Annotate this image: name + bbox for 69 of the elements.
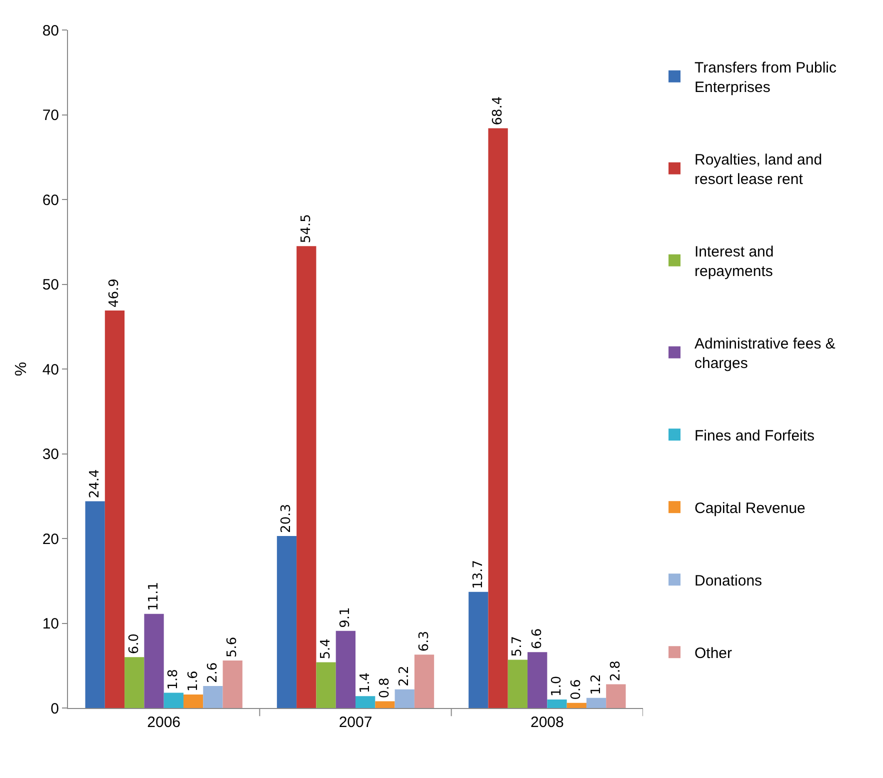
legend-label: Administrative fees & charges <box>694 335 836 372</box>
bar <box>547 700 567 708</box>
legend-label: Other <box>694 644 732 662</box>
data-label: 1.6 <box>186 670 201 692</box>
bar <box>164 692 184 708</box>
x-tick-label: 2008 <box>530 714 564 731</box>
y-tick-label: 10 <box>42 616 59 632</box>
bar <box>488 128 508 708</box>
y-tick-label: 50 <box>42 276 59 294</box>
y-tick-label: 20 <box>42 530 59 548</box>
data-label: 5.6 <box>225 636 240 658</box>
x-tick-label: 2007 <box>338 714 372 731</box>
bar <box>203 686 223 708</box>
data-label: 0.6 <box>569 679 584 700</box>
legend-label: Fines and Forfeits <box>694 427 815 444</box>
bar <box>356 696 376 708</box>
data-label: 1.4 <box>358 672 373 694</box>
data-label: 20.3 <box>279 504 294 533</box>
bar <box>375 701 395 708</box>
data-label: 0.8 <box>377 678 392 698</box>
bar <box>183 694 204 708</box>
bar <box>124 657 144 708</box>
bar <box>104 310 125 708</box>
bar <box>316 662 336 708</box>
data-label: 11.1 <box>146 582 162 611</box>
legend-label: Royalties, land and resort lease rent <box>694 151 822 188</box>
bar <box>296 246 316 708</box>
bar <box>336 630 356 708</box>
data-label: 6.3 <box>416 630 432 652</box>
bar <box>586 698 606 708</box>
bar <box>394 689 414 708</box>
bar <box>528 652 548 708</box>
data-label: 24.4 <box>88 469 103 498</box>
bar <box>222 660 242 708</box>
bar <box>468 592 488 708</box>
data-label: 1.8 <box>166 669 182 690</box>
data-label: 46.9 <box>107 278 122 308</box>
legend-label: Capital Revenue <box>694 500 806 517</box>
data-label: 68.4 <box>490 96 506 126</box>
data-label: 6.6 <box>530 628 545 650</box>
data-label: 2.2 <box>397 666 412 686</box>
data-label: 13.7 <box>470 560 486 589</box>
y-axis-title: % <box>13 362 30 376</box>
legend-label: Donations <box>694 572 762 590</box>
data-label: 2.6 <box>205 662 220 683</box>
data-label: 9.1 <box>338 607 354 628</box>
y-tick-label: 70 <box>42 107 59 124</box>
bar <box>276 536 297 708</box>
y-tick-label: 60 <box>42 192 59 209</box>
data-label: 54.5 <box>298 214 314 244</box>
bar <box>566 702 586 708</box>
data-label: 1.2 <box>588 674 604 695</box>
bar <box>414 654 434 708</box>
bar <box>508 660 528 708</box>
data-label: 5.7 <box>510 636 526 657</box>
y-tick-label: 0 <box>50 700 59 718</box>
x-tick-label: 2006 <box>147 714 181 731</box>
legend-label: Transfers from Public Enterprises <box>694 59 837 96</box>
y-tick-label: 80 <box>42 22 59 40</box>
data-label: 5.4 <box>318 638 334 660</box>
bar <box>606 684 626 708</box>
data-label: 6.0 <box>126 633 142 654</box>
y-tick-label: 30 <box>42 446 59 463</box>
y-tick-label: 40 <box>42 361 59 378</box>
legend-label: Interest and repayments <box>694 243 774 280</box>
data-label: 1.0 <box>549 676 564 697</box>
bar <box>144 614 164 708</box>
bar <box>85 501 105 708</box>
data-label: 2.8 <box>608 660 624 682</box>
